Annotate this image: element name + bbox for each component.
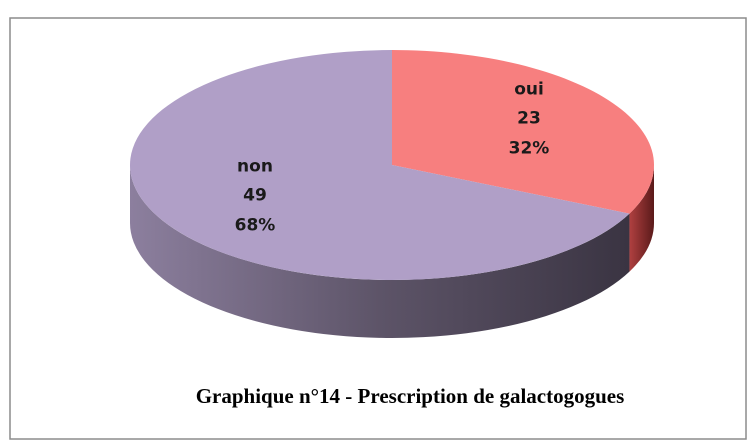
chart-title: Graphique n°14 - Prescription de galacto… xyxy=(196,384,625,408)
pie-side xyxy=(629,165,654,272)
slice-percent: 32% xyxy=(509,139,550,159)
slice-value: 23 xyxy=(517,109,541,129)
pie-slice xyxy=(130,50,630,281)
slice-percent: 68% xyxy=(235,215,276,235)
slice-category: non xyxy=(237,156,273,176)
pie-slice xyxy=(392,50,654,214)
pie-side xyxy=(130,165,630,339)
slice-category: oui xyxy=(514,80,544,100)
pie: oui 23 32% non 49 68% xyxy=(130,50,654,339)
slice-value: 49 xyxy=(243,185,267,205)
